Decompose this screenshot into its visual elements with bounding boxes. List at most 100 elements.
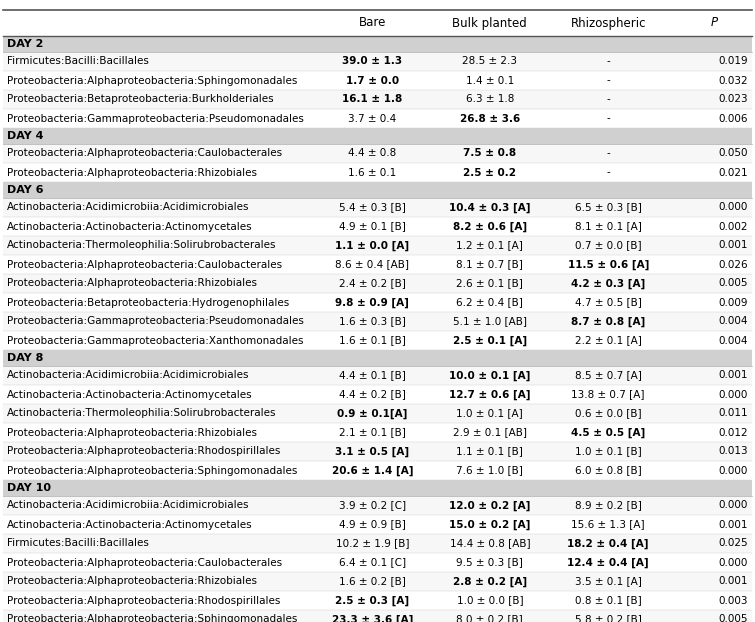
Text: 2.1 ± 0.1 [B]: 2.1 ± 0.1 [B] — [339, 427, 405, 437]
Text: Proteobacteria:Alphaproteobacteria:Sphingomonadales: Proteobacteria:Alphaproteobacteria:Sphin… — [7, 465, 297, 475]
Text: 1.0 ± 0.0 [B]: 1.0 ± 0.0 [B] — [457, 595, 523, 605]
Text: 1.1 ± 0.0 [A]: 1.1 ± 0.0 [A] — [335, 240, 409, 251]
Text: Proteobacteria:Alphaproteobacteria:Caulobacterales: Proteobacteria:Alphaproteobacteria:Caulo… — [7, 259, 282, 269]
Bar — [3, 515, 752, 534]
Bar — [3, 385, 752, 404]
Text: 12.7 ± 0.6 [A]: 12.7 ± 0.6 [A] — [449, 389, 531, 399]
Text: DAY 8: DAY 8 — [7, 353, 43, 363]
Text: Bulk planted: Bulk planted — [452, 17, 527, 29]
Text: Proteobacteria:Alphaproteobacteria:Caulobacterales: Proteobacteria:Alphaproteobacteria:Caulo… — [7, 149, 282, 159]
Text: 1.6 ± 0.1: 1.6 ± 0.1 — [348, 167, 396, 177]
Text: Proteobacteria:Alphaproteobacteria:Rhodospirillales: Proteobacteria:Alphaproteobacteria:Rhodo… — [7, 447, 280, 457]
Text: 3.1 ± 0.5 [A]: 3.1 ± 0.5 [A] — [335, 447, 409, 457]
Text: 2.4 ± 0.2 [B]: 2.4 ± 0.2 [B] — [339, 279, 405, 289]
Bar — [3, 312, 752, 331]
Text: 3.7 ± 0.4: 3.7 ± 0.4 — [348, 113, 396, 124]
Bar — [3, 274, 752, 293]
Text: DAY 10: DAY 10 — [7, 483, 51, 493]
Text: DAY 6: DAY 6 — [7, 185, 44, 195]
Bar — [3, 90, 752, 109]
Text: 2.9 ± 0.1 [AB]: 2.9 ± 0.1 [AB] — [453, 427, 527, 437]
Text: 2.5 ± 0.1 [A]: 2.5 ± 0.1 [A] — [453, 335, 527, 346]
Text: Proteobacteria:Alphaproteobacteria:Rhizobiales: Proteobacteria:Alphaproteobacteria:Rhizo… — [7, 427, 257, 437]
Text: -: - — [606, 57, 610, 67]
Bar — [3, 331, 752, 350]
Text: 7.5 ± 0.8: 7.5 ± 0.8 — [464, 149, 516, 159]
Text: Actinobacteria:Thermoleophilia:Solirubrobacterales: Actinobacteria:Thermoleophilia:Solirubro… — [7, 241, 276, 251]
Text: 2.5 ± 0.3 [A]: 2.5 ± 0.3 [A] — [335, 595, 409, 606]
Text: 11.5 ± 0.6 [A]: 11.5 ± 0.6 [A] — [568, 259, 649, 269]
Text: 0.005: 0.005 — [719, 279, 748, 289]
Text: 9.8 ± 0.9 [A]: 9.8 ± 0.9 [A] — [335, 297, 409, 308]
Text: 8.1 ± 0.7 [B]: 8.1 ± 0.7 [B] — [457, 259, 523, 269]
Bar — [3, 480, 752, 496]
Text: 6.2 ± 0.4 [B]: 6.2 ± 0.4 [B] — [457, 297, 523, 307]
Bar — [3, 255, 752, 274]
Text: 20.6 ± 1.4 [A]: 20.6 ± 1.4 [A] — [331, 465, 413, 476]
Text: 0.002: 0.002 — [719, 221, 748, 231]
Text: Actinobacteria:Actinobacteria:Actinomycetales: Actinobacteria:Actinobacteria:Actinomyce… — [7, 389, 253, 399]
Text: 0.019: 0.019 — [718, 57, 748, 67]
Text: 4.2 ± 0.3 [A]: 4.2 ± 0.3 [A] — [571, 279, 646, 289]
Text: 1.0 ± 0.1 [B]: 1.0 ± 0.1 [B] — [575, 447, 642, 457]
Bar — [3, 198, 752, 217]
Bar — [3, 350, 752, 366]
Text: 0.011: 0.011 — [718, 409, 748, 419]
Text: Rhizospheric: Rhizospheric — [571, 17, 646, 29]
Bar — [3, 71, 752, 90]
Bar — [3, 36, 752, 52]
Text: 0.032: 0.032 — [718, 75, 748, 85]
Text: 1.2 ± 0.1 [A]: 1.2 ± 0.1 [A] — [457, 241, 523, 251]
Bar — [3, 442, 752, 461]
Text: 0.003: 0.003 — [719, 595, 748, 605]
Bar — [3, 109, 752, 128]
Text: -: - — [606, 95, 610, 104]
Text: 0.005: 0.005 — [719, 615, 748, 622]
Bar — [3, 404, 752, 423]
Text: DAY 4: DAY 4 — [7, 131, 44, 141]
Bar — [3, 610, 752, 622]
Text: 0.006: 0.006 — [719, 113, 748, 124]
Text: 0.6 ± 0.0 [B]: 0.6 ± 0.0 [B] — [575, 409, 642, 419]
Bar — [3, 461, 752, 480]
Text: 1.0 ± 0.1 [A]: 1.0 ± 0.1 [A] — [457, 409, 523, 419]
Text: Proteobacteria:Betaproteobacteria:Burkholderiales: Proteobacteria:Betaproteobacteria:Burkho… — [7, 95, 273, 104]
Text: Bare: Bare — [359, 17, 386, 29]
Text: 2.8 ± 0.2 [A]: 2.8 ± 0.2 [A] — [453, 577, 527, 587]
Text: 0.001: 0.001 — [719, 577, 748, 587]
Text: 7.6 ± 1.0 [B]: 7.6 ± 1.0 [B] — [457, 465, 523, 475]
Text: 8.2 ± 0.6 [A]: 8.2 ± 0.6 [A] — [453, 221, 527, 231]
Text: 6.4 ± 0.1 [C]: 6.4 ± 0.1 [C] — [339, 557, 406, 567]
Text: -: - — [606, 75, 610, 85]
Text: 5.8 ± 0.2 [B]: 5.8 ± 0.2 [B] — [575, 615, 642, 622]
Text: 0.8 ± 0.1 [B]: 0.8 ± 0.1 [B] — [575, 595, 642, 605]
Text: 0.7 ± 0.0 [B]: 0.7 ± 0.0 [B] — [575, 241, 642, 251]
Bar — [3, 423, 752, 442]
Bar — [3, 217, 752, 236]
Text: 13.8 ± 0.7 [A]: 13.8 ± 0.7 [A] — [572, 389, 645, 399]
Bar — [3, 553, 752, 572]
Text: 8.1 ± 0.1 [A]: 8.1 ± 0.1 [A] — [575, 221, 642, 231]
Text: Actinobacteria:Actinobacteria:Actinomycetales: Actinobacteria:Actinobacteria:Actinomyce… — [7, 519, 253, 529]
Bar — [3, 496, 752, 515]
Text: 4.4 ± 0.1 [B]: 4.4 ± 0.1 [B] — [339, 371, 405, 381]
Text: Proteobacteria:Alphaproteobacteria:Rhodospirillales: Proteobacteria:Alphaproteobacteria:Rhodo… — [7, 595, 280, 605]
Text: 8.9 ± 0.2 [B]: 8.9 ± 0.2 [B] — [575, 501, 642, 511]
Text: 0.000: 0.000 — [719, 203, 748, 213]
Text: 6.5 ± 0.3 [B]: 6.5 ± 0.3 [B] — [575, 203, 642, 213]
Text: 4.9 ± 0.9 [B]: 4.9 ± 0.9 [B] — [339, 519, 405, 529]
Text: Proteobacteria:Alphaproteobacteria:Caulobacterales: Proteobacteria:Alphaproteobacteria:Caulo… — [7, 557, 282, 567]
Text: 0.026: 0.026 — [718, 259, 748, 269]
Text: Proteobacteria:Alphaproteobacteria:Sphingomonadales: Proteobacteria:Alphaproteobacteria:Sphin… — [7, 615, 297, 622]
Text: 4.4 ± 0.8: 4.4 ± 0.8 — [348, 149, 396, 159]
Text: 3.5 ± 0.1 [A]: 3.5 ± 0.1 [A] — [575, 577, 642, 587]
Text: -: - — [606, 149, 610, 159]
Bar — [3, 52, 752, 71]
Text: 1.6 ± 0.2 [B]: 1.6 ± 0.2 [B] — [339, 577, 405, 587]
Text: Actinobacteria:Acidimicrobiia:Acidimicrobiales: Actinobacteria:Acidimicrobiia:Acidimicro… — [7, 501, 249, 511]
Text: Firmicutes:Bacilli:Bacillales: Firmicutes:Bacilli:Bacillales — [7, 57, 149, 67]
Text: 15.6 ± 1.3 [A]: 15.6 ± 1.3 [A] — [572, 519, 645, 529]
Bar — [3, 128, 752, 144]
Text: 0.000: 0.000 — [719, 557, 748, 567]
Text: Firmicutes:Bacilli:Bacillales: Firmicutes:Bacilli:Bacillales — [7, 539, 149, 549]
